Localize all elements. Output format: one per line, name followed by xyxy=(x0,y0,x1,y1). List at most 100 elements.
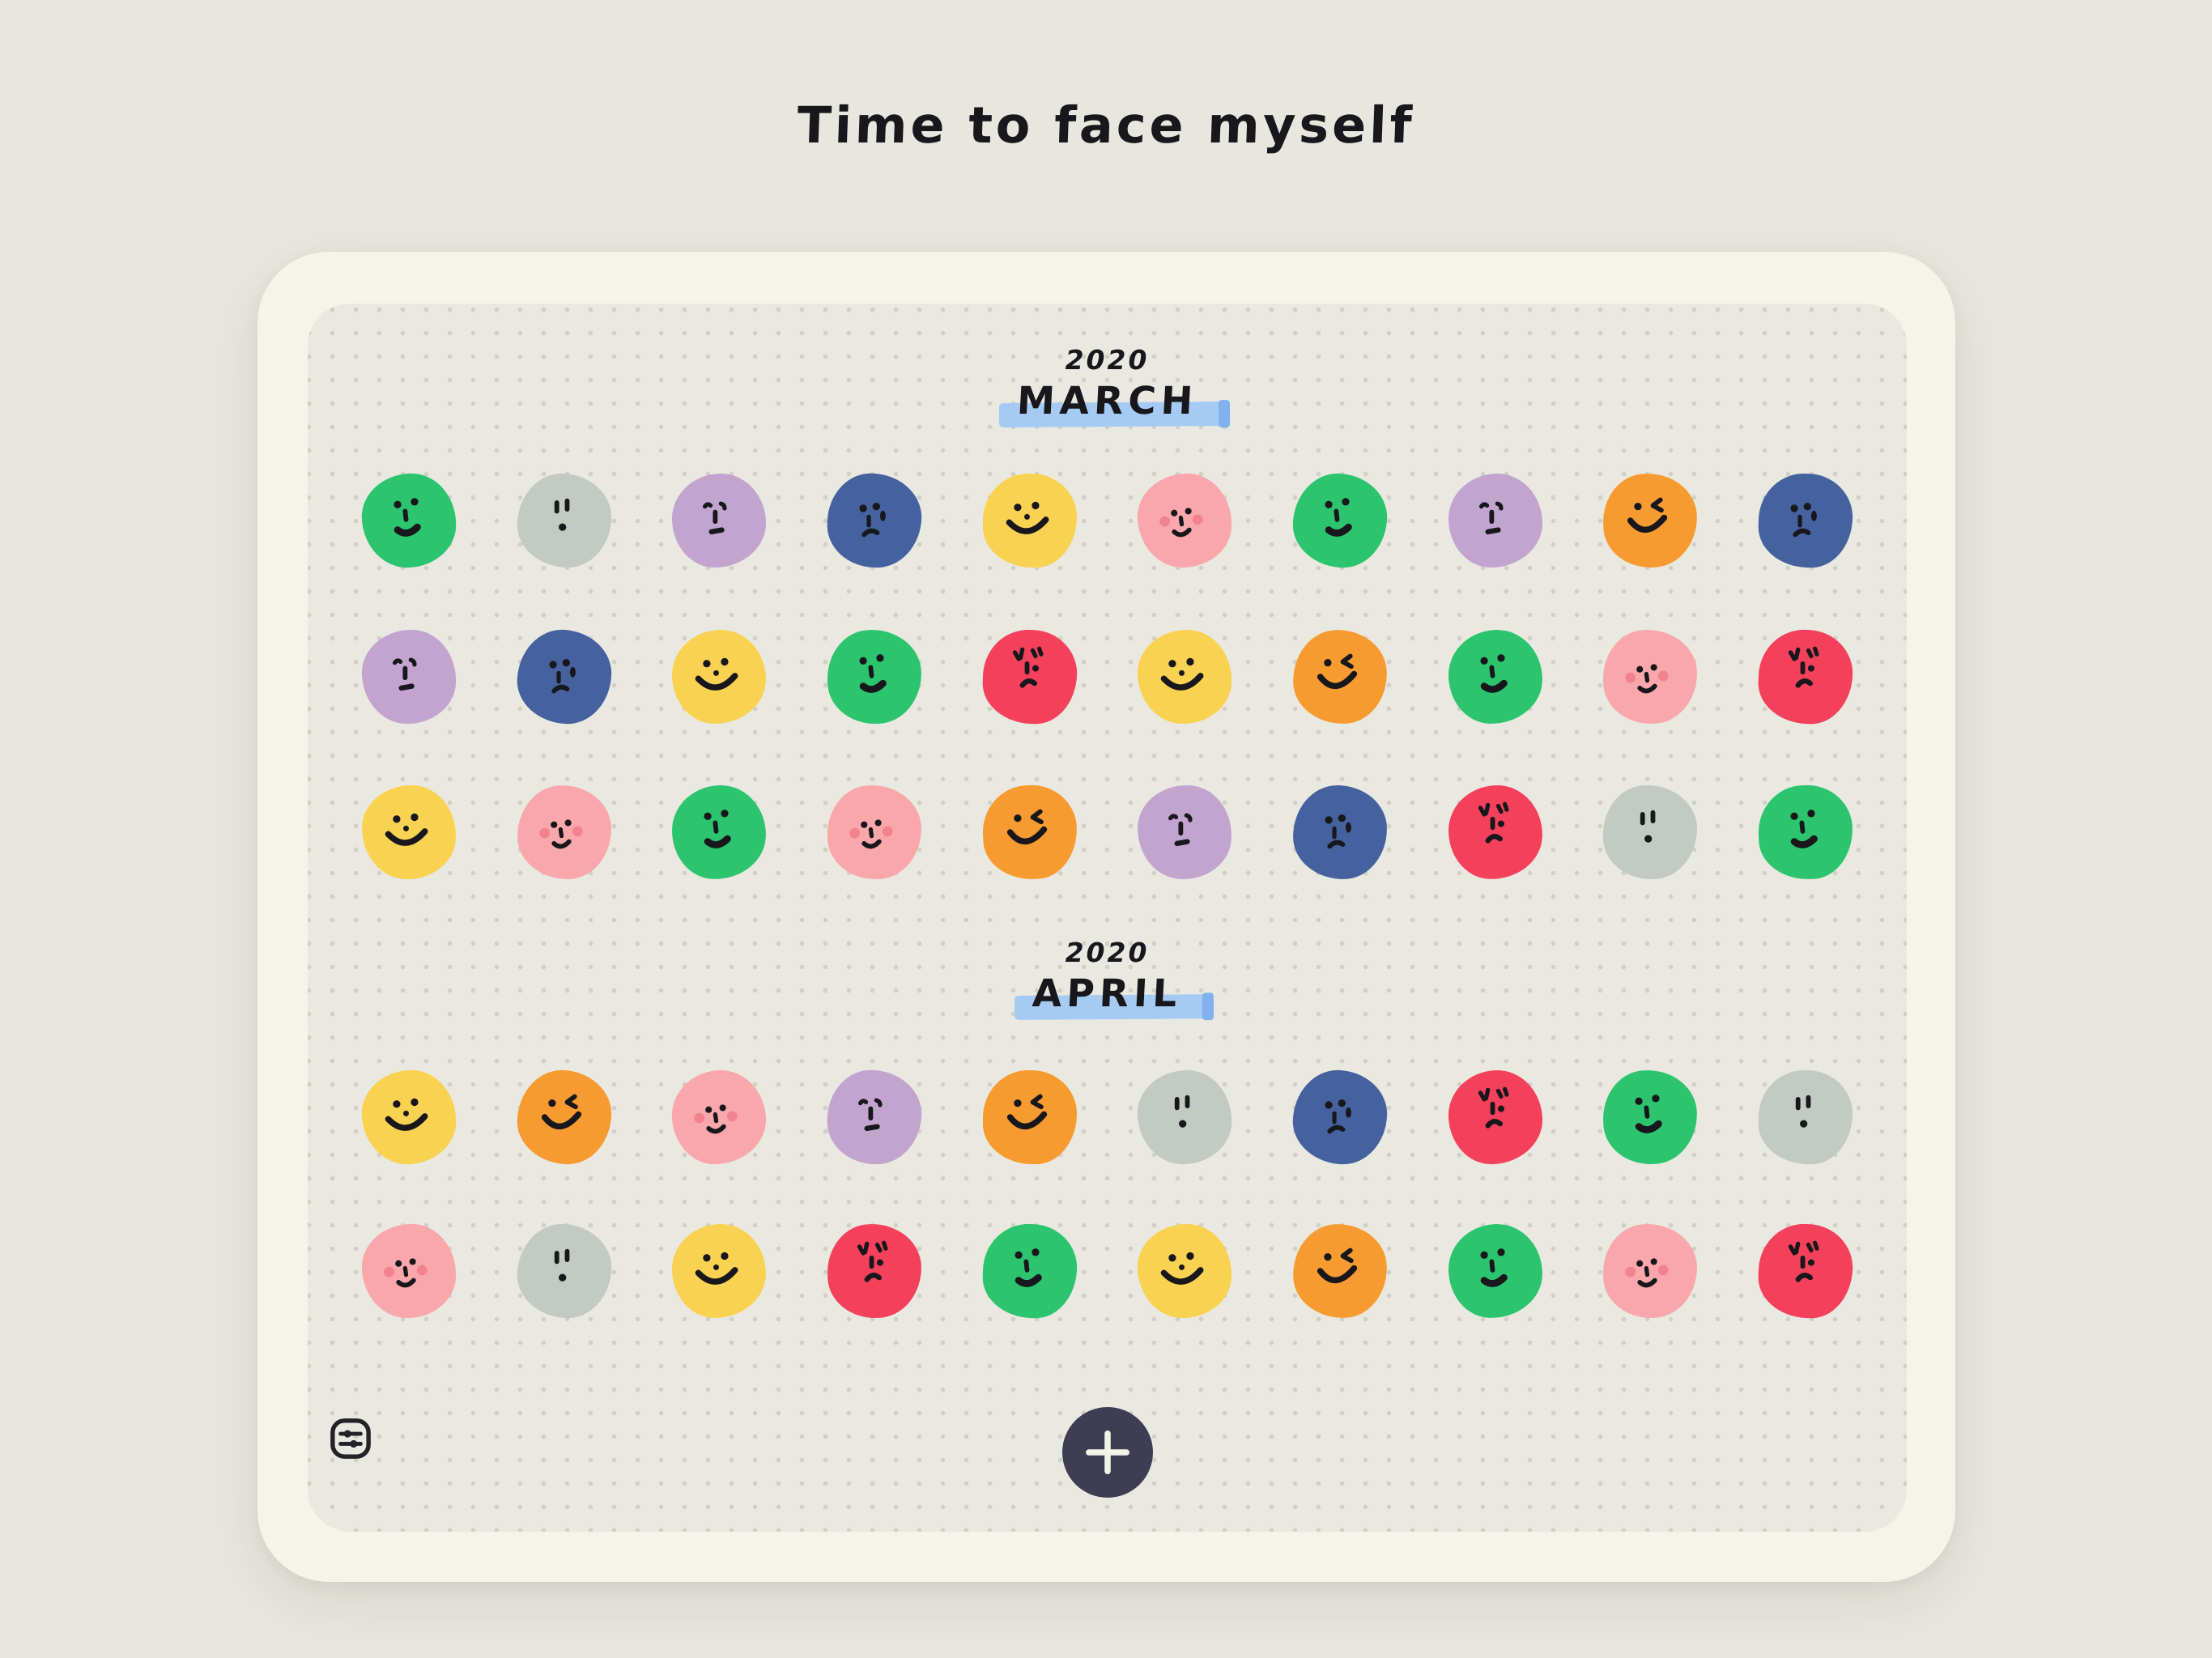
face-features xyxy=(1006,809,1047,845)
journal-card: 2020 MARCH xyxy=(257,252,1955,1582)
mood-face-blush[interactable] xyxy=(1136,472,1234,569)
mood-row xyxy=(359,1068,1854,1167)
face-features xyxy=(549,658,576,694)
settings-button[interactable] xyxy=(329,1417,372,1460)
mood-face-surprised[interactable] xyxy=(516,472,613,569)
sliders-icon xyxy=(330,1418,371,1459)
mood-face-content[interactable] xyxy=(1601,1068,1699,1167)
face-features xyxy=(859,502,886,538)
mood-face-blush[interactable] xyxy=(1602,628,1699,725)
face-features xyxy=(384,1258,428,1288)
dot-grid-canvas: 2020 MARCH xyxy=(308,304,1907,1532)
face-features xyxy=(1635,1095,1663,1133)
mood-face-wink[interactable] xyxy=(1601,471,1699,570)
mood-face-content[interactable] xyxy=(826,628,923,725)
face-features xyxy=(385,813,428,846)
face-features xyxy=(554,1248,570,1282)
mood-face-angry[interactable] xyxy=(1756,627,1855,726)
mood-face-wink[interactable] xyxy=(1291,1222,1389,1320)
face-features xyxy=(538,819,583,849)
mood-face-wink[interactable] xyxy=(982,1069,1078,1165)
face-features xyxy=(849,819,893,849)
face-features xyxy=(385,1098,428,1131)
face-features xyxy=(1795,1095,1811,1128)
face-features xyxy=(1788,1240,1819,1282)
mood-face-surprised[interactable] xyxy=(515,1222,614,1320)
mood-face-sad[interactable] xyxy=(1291,784,1388,881)
mood-face-wink[interactable] xyxy=(981,783,1079,882)
mood-face-angry[interactable] xyxy=(1447,1069,1543,1165)
mood-face-neutral[interactable] xyxy=(671,472,768,569)
month-year: 2020 xyxy=(1065,937,1150,968)
mood-face-blush[interactable] xyxy=(515,784,613,881)
mood-face-happy[interactable] xyxy=(1137,1223,1233,1319)
mood-face-content[interactable] xyxy=(1447,1222,1544,1320)
month-header-march: 2020 MARCH xyxy=(308,344,1907,427)
face-features xyxy=(1480,1248,1508,1287)
mood-face-angry[interactable] xyxy=(1446,783,1545,882)
face-features xyxy=(1160,657,1204,691)
face-features xyxy=(1317,653,1358,690)
face-features xyxy=(1325,498,1352,537)
face-features xyxy=(1175,1095,1190,1128)
mood-face-sad[interactable] xyxy=(825,471,924,570)
mood-face-surprised[interactable] xyxy=(1136,1069,1234,1166)
face-features xyxy=(859,654,887,693)
mood-face-wink[interactable] xyxy=(516,1069,613,1166)
mood-face-wink[interactable] xyxy=(1291,627,1389,726)
mood-face-neutral[interactable] xyxy=(360,628,457,725)
mood-face-content[interactable] xyxy=(1447,628,1544,725)
face-features xyxy=(1478,1086,1509,1129)
mood-face-happy[interactable] xyxy=(671,629,767,725)
mood-face-content[interactable] xyxy=(1757,784,1854,881)
mood-face-content[interactable] xyxy=(1291,472,1389,569)
add-entry-button[interactable] xyxy=(1061,1407,1153,1498)
mood-face-happy[interactable] xyxy=(671,1223,767,1319)
mood-face-angry[interactable] xyxy=(1756,1222,1855,1320)
face-features xyxy=(1790,810,1818,848)
mood-face-content[interactable] xyxy=(359,471,458,570)
face-features xyxy=(1317,1248,1358,1284)
mood-face-happy[interactable] xyxy=(1137,629,1233,725)
face-features xyxy=(1015,1248,1042,1287)
mood-face-surprised[interactable] xyxy=(1757,1069,1854,1166)
face-features xyxy=(704,810,732,848)
face-features xyxy=(1625,664,1669,694)
face-features xyxy=(1325,1099,1351,1134)
face-features xyxy=(857,1240,888,1282)
face-features xyxy=(393,498,421,537)
face-features xyxy=(694,1104,738,1134)
mood-face-angry[interactable] xyxy=(981,628,1078,725)
month-header-april: 2020 APRIL xyxy=(308,937,1907,1020)
mood-face-sad[interactable] xyxy=(1757,472,1854,569)
face-features xyxy=(1006,501,1049,534)
face-features xyxy=(541,1094,581,1130)
face-features xyxy=(1480,654,1508,693)
mood-face-blush[interactable] xyxy=(1602,1222,1699,1320)
mood-face-sad[interactable] xyxy=(1291,1069,1389,1166)
month-name: MARCH xyxy=(1015,379,1199,423)
face-features xyxy=(1478,501,1504,535)
mood-row xyxy=(359,471,1854,570)
mood-face-neutral[interactable] xyxy=(825,1068,924,1167)
mood-face-content[interactable] xyxy=(981,1222,1078,1320)
mood-face-blush[interactable] xyxy=(827,784,922,880)
mood-face-surprised[interactable] xyxy=(1602,784,1698,880)
mood-face-content[interactable] xyxy=(670,784,768,881)
mood-face-neutral[interactable] xyxy=(1447,473,1543,568)
mood-face-happy[interactable] xyxy=(982,473,1078,568)
face-features xyxy=(1640,810,1656,843)
mood-face-blush[interactable] xyxy=(671,1069,768,1166)
mood-face-neutral[interactable] xyxy=(1136,784,1233,881)
mood-face-happy[interactable] xyxy=(359,1068,458,1167)
face-features xyxy=(703,501,727,535)
face-features xyxy=(1159,508,1203,538)
mood-face-happy[interactable] xyxy=(361,784,457,880)
face-features xyxy=(1788,646,1819,688)
mood-face-angry[interactable] xyxy=(826,1222,923,1320)
face-features xyxy=(1627,497,1668,534)
mood-face-sad[interactable] xyxy=(515,627,614,726)
face-features xyxy=(1012,646,1044,688)
mood-face-blush[interactable] xyxy=(360,1222,457,1320)
